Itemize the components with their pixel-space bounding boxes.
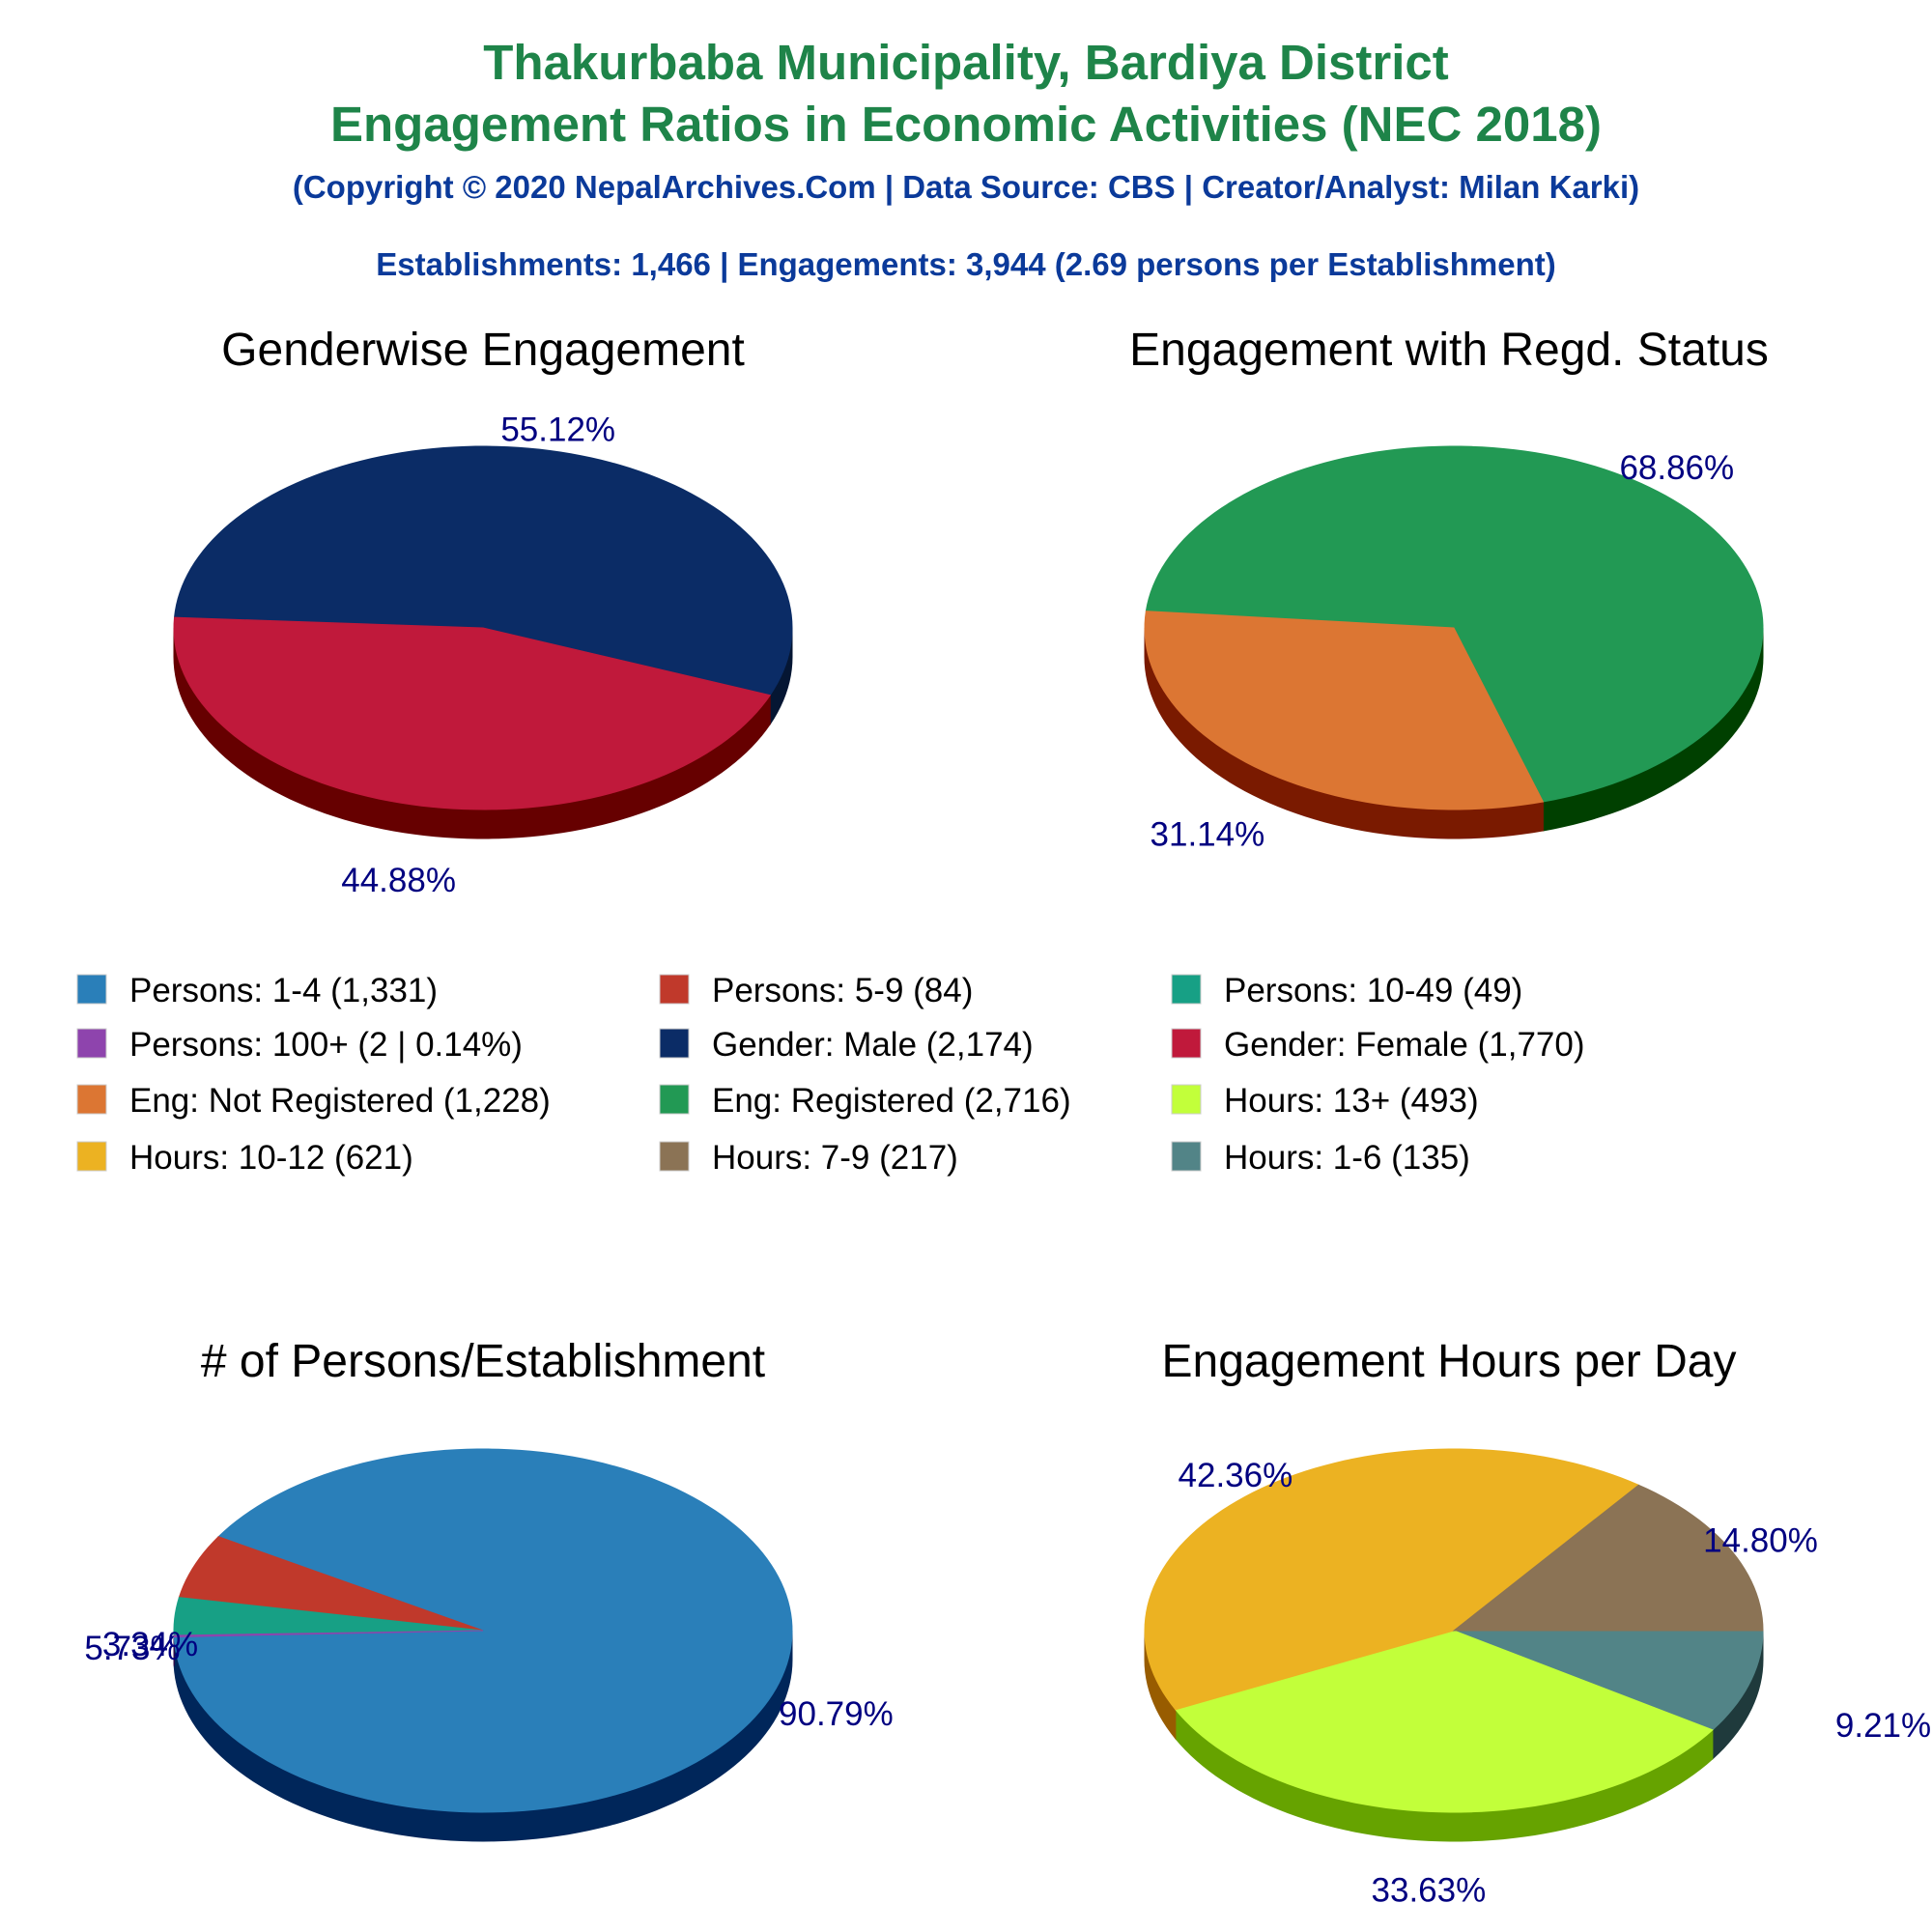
chart-title-gender: Genderwise Engagement (221, 325, 745, 376)
legend-label-3: Persons: 10-49 (49) (1224, 972, 1522, 1009)
legend: Persons: 1-4 (1,331) Persons: 5-9 (84) Per… (76, 972, 1585, 1177)
pie-3: 90.79% 5.73%3.34% (84, 1448, 894, 1842)
pie-4: 9.21% 33.63% 42.36% 14.80% (1144, 1448, 1931, 1909)
legend-label-2: Persons: 5-9 (84) (712, 972, 973, 1009)
pie-label-1-1: 55.12% (500, 411, 615, 448)
pie-label-3-3: 3.34% (102, 1626, 198, 1663)
pie-charts: 55.12% 44.88% 68.86% 31.14% 90.79% 5.73%3.34%… (84, 411, 1931, 1909)
chart-title-hours: Engagement Hours per Day (1162, 1336, 1737, 1387)
pie-slice-4-4 (1452, 1484, 1764, 1632)
pie-label-1-2: 44.88% (341, 862, 456, 899)
pie-slice-4-1 (1453, 1630, 1764, 1731)
pie-label-3-1: 90.79% (779, 1695, 894, 1733)
pie-slice-1-2 (173, 616, 772, 810)
legend-swatch-2 (659, 974, 690, 1005)
pie-slice-3-4 (173, 1630, 484, 1638)
main-title-line-2: Engagement Ratios in Economic Activities… (330, 97, 1602, 152)
pie-slice-1-1 (173, 445, 793, 696)
summary-line: Establishments: 1,466 | Engagements: 3,9… (376, 246, 1556, 282)
legend-swatch-7 (76, 1084, 107, 1115)
pie-label-4-2: 33.63% (1372, 1871, 1487, 1909)
legend-swatch-8 (659, 1084, 690, 1115)
pie-label-4-1: 9.21% (1835, 1707, 1931, 1745)
pie-slice-3-2 (178, 1536, 484, 1632)
legend-label-1: Persons: 1-4 (1,331) (129, 972, 438, 1009)
legend-label-9: Hours: 13+ (493) (1224, 1082, 1479, 1120)
pie-2: 68.86% 31.14% (1144, 445, 1764, 853)
pie-slice-4-3 (1144, 1448, 1640, 1711)
legend-label-4: Persons: 100+ (2 | 0.14%) (129, 1026, 523, 1064)
legend-label-10: Hours: 10-12 (621) (129, 1139, 413, 1177)
pie-1: 55.12% 44.88% (173, 411, 793, 899)
copyright-line: (Copyright © 2020 NepalArchives.Com | Da… (293, 169, 1639, 205)
legend-swatch-6 (1171, 1028, 1202, 1059)
pie-label-2-2: 31.14% (1151, 815, 1265, 853)
legend-swatch-12 (1171, 1141, 1202, 1172)
legend-swatch-1 (76, 974, 107, 1005)
legend-swatch-4 (76, 1028, 107, 1059)
pie-label-3-2: 5.73% (84, 1630, 180, 1667)
pie-slice-2-1 (1145, 445, 1764, 803)
legend-swatch-9 (1171, 1084, 1202, 1115)
legend-swatch-3 (1171, 974, 1202, 1005)
pie-label-4-3: 42.36% (1179, 1457, 1293, 1494)
legend-label-12: Hours: 1-6 (135) (1224, 1139, 1470, 1177)
legend-label-8: Eng: Registered (2,716) (712, 1082, 1071, 1120)
pie-label-2-1: 68.86% (1619, 449, 1734, 487)
main-title-line-1: Thakurbaba Municipality, Bardiya Distric… (483, 35, 1448, 90)
legend-label-6: Gender: Female (1,770) (1224, 1026, 1585, 1064)
legend-label-11: Hours: 7-9 (217) (712, 1139, 958, 1177)
legend-swatch-11 (659, 1141, 690, 1172)
legend-swatch-10 (76, 1141, 107, 1172)
chart-title-registration: Engagement with Regd. Status (1129, 325, 1769, 376)
pie-slice-3-1 (173, 1448, 793, 1813)
legend-label-5: Gender: Male (2,174) (712, 1026, 1034, 1064)
pie-label-4-4: 14.80% (1703, 1521, 1818, 1559)
legend-swatch-5 (659, 1028, 690, 1059)
pie-slice-4-2 (1174, 1630, 1714, 1813)
pie-slice-2-2 (1144, 611, 1545, 810)
legend-label-7: Eng: Not Registered (1,228) (129, 1082, 551, 1120)
pie-slice-3-3 (173, 1597, 484, 1636)
chart-title-persons: # of Persons/Establishment (201, 1336, 765, 1387)
